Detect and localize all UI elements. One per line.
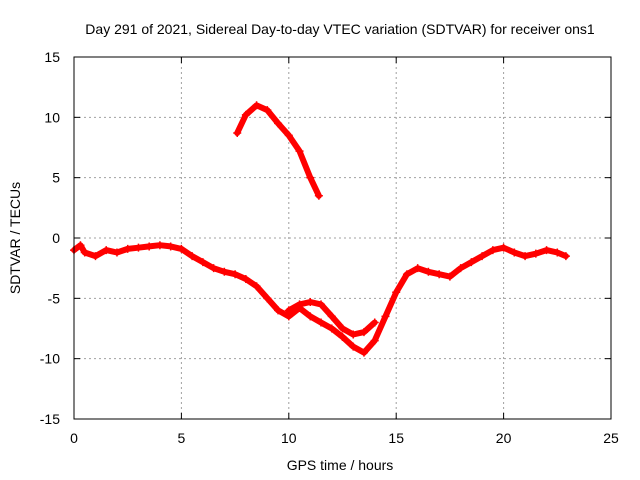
data-point (553, 248, 562, 257)
data-point (317, 300, 326, 309)
grid-lines (74, 57, 611, 419)
x-tick-label: 10 (281, 430, 297, 446)
data-point (338, 332, 347, 341)
data-point (467, 258, 476, 267)
x-tick-label: 20 (496, 430, 512, 446)
data-point (145, 242, 154, 251)
data-point (263, 106, 272, 115)
data-point (413, 264, 422, 273)
y-axis-label: SDTVAR / TECUs (7, 182, 23, 294)
axis-ticks: 0 5 10 15 20 25 -15 -10 -5 0 5 10 15 (40, 49, 619, 446)
data-point (306, 173, 315, 182)
series-secondary-band (233, 101, 323, 200)
data-point (155, 241, 164, 250)
data-point (166, 242, 175, 251)
data-point (478, 252, 487, 261)
data-point (76, 241, 85, 250)
data-point (381, 312, 390, 321)
data-point (306, 297, 315, 306)
data-point (561, 252, 570, 261)
data-point (134, 243, 143, 252)
data-point (274, 119, 283, 128)
data-point (317, 318, 326, 327)
series-line (71, 242, 569, 356)
data-point (521, 252, 530, 261)
series-line (234, 102, 322, 199)
y-tick-label: -15 (40, 411, 60, 427)
x-tick-label: 25 (603, 430, 619, 446)
data-point (445, 272, 454, 281)
x-tick-label: 0 (70, 430, 78, 446)
data-point (241, 275, 250, 284)
y-tick-label: 0 (52, 230, 60, 246)
y-tick-label: -5 (48, 290, 61, 306)
data-point (435, 270, 444, 279)
data-point (252, 282, 261, 291)
data-point (188, 252, 197, 261)
data-point (402, 270, 411, 279)
y-tick-label: -10 (40, 351, 60, 367)
data-point (327, 324, 336, 333)
data-point (359, 348, 368, 357)
data-point (263, 294, 272, 303)
data-point (252, 101, 261, 110)
data-point (220, 267, 229, 276)
y-tick-label: 5 (52, 170, 60, 186)
data-point (359, 328, 368, 337)
data-series (70, 101, 570, 357)
y-tick-label: 10 (44, 109, 60, 125)
data-point (112, 248, 121, 257)
data-point (274, 306, 283, 315)
data-point (209, 264, 218, 273)
data-point (295, 300, 304, 309)
series-main-band (70, 241, 570, 357)
data-point (306, 312, 315, 321)
data-point (284, 131, 293, 140)
data-point (284, 306, 293, 315)
data-point (233, 129, 242, 138)
y-tick-label: 15 (44, 49, 60, 65)
series-low-branch (284, 297, 379, 339)
x-tick-label: 15 (388, 430, 404, 446)
chart-title: Day 291 of 2021, Sidereal Day-to-day VTE… (85, 21, 595, 37)
data-point (349, 342, 358, 351)
data-point (295, 147, 304, 156)
data-point (314, 191, 323, 200)
data-point (370, 336, 379, 345)
data-point (91, 252, 100, 261)
data-point (542, 246, 551, 255)
data-point (177, 244, 186, 253)
data-point (123, 244, 132, 253)
data-point (241, 110, 250, 119)
x-tick-label: 5 (178, 430, 186, 446)
data-point (370, 318, 379, 327)
data-point (198, 258, 207, 267)
x-axis-label: GPS time / hours (287, 457, 394, 473)
data-point (80, 248, 89, 257)
data-point (456, 264, 465, 273)
data-point (531, 249, 540, 258)
data-point (231, 270, 240, 279)
data-point (102, 246, 111, 255)
data-point (488, 246, 497, 255)
data-point (349, 330, 358, 339)
data-point (327, 312, 336, 321)
data-point (424, 267, 433, 276)
data-point (338, 324, 347, 333)
data-point (510, 248, 519, 257)
data-point (392, 288, 401, 297)
data-point (499, 243, 508, 252)
